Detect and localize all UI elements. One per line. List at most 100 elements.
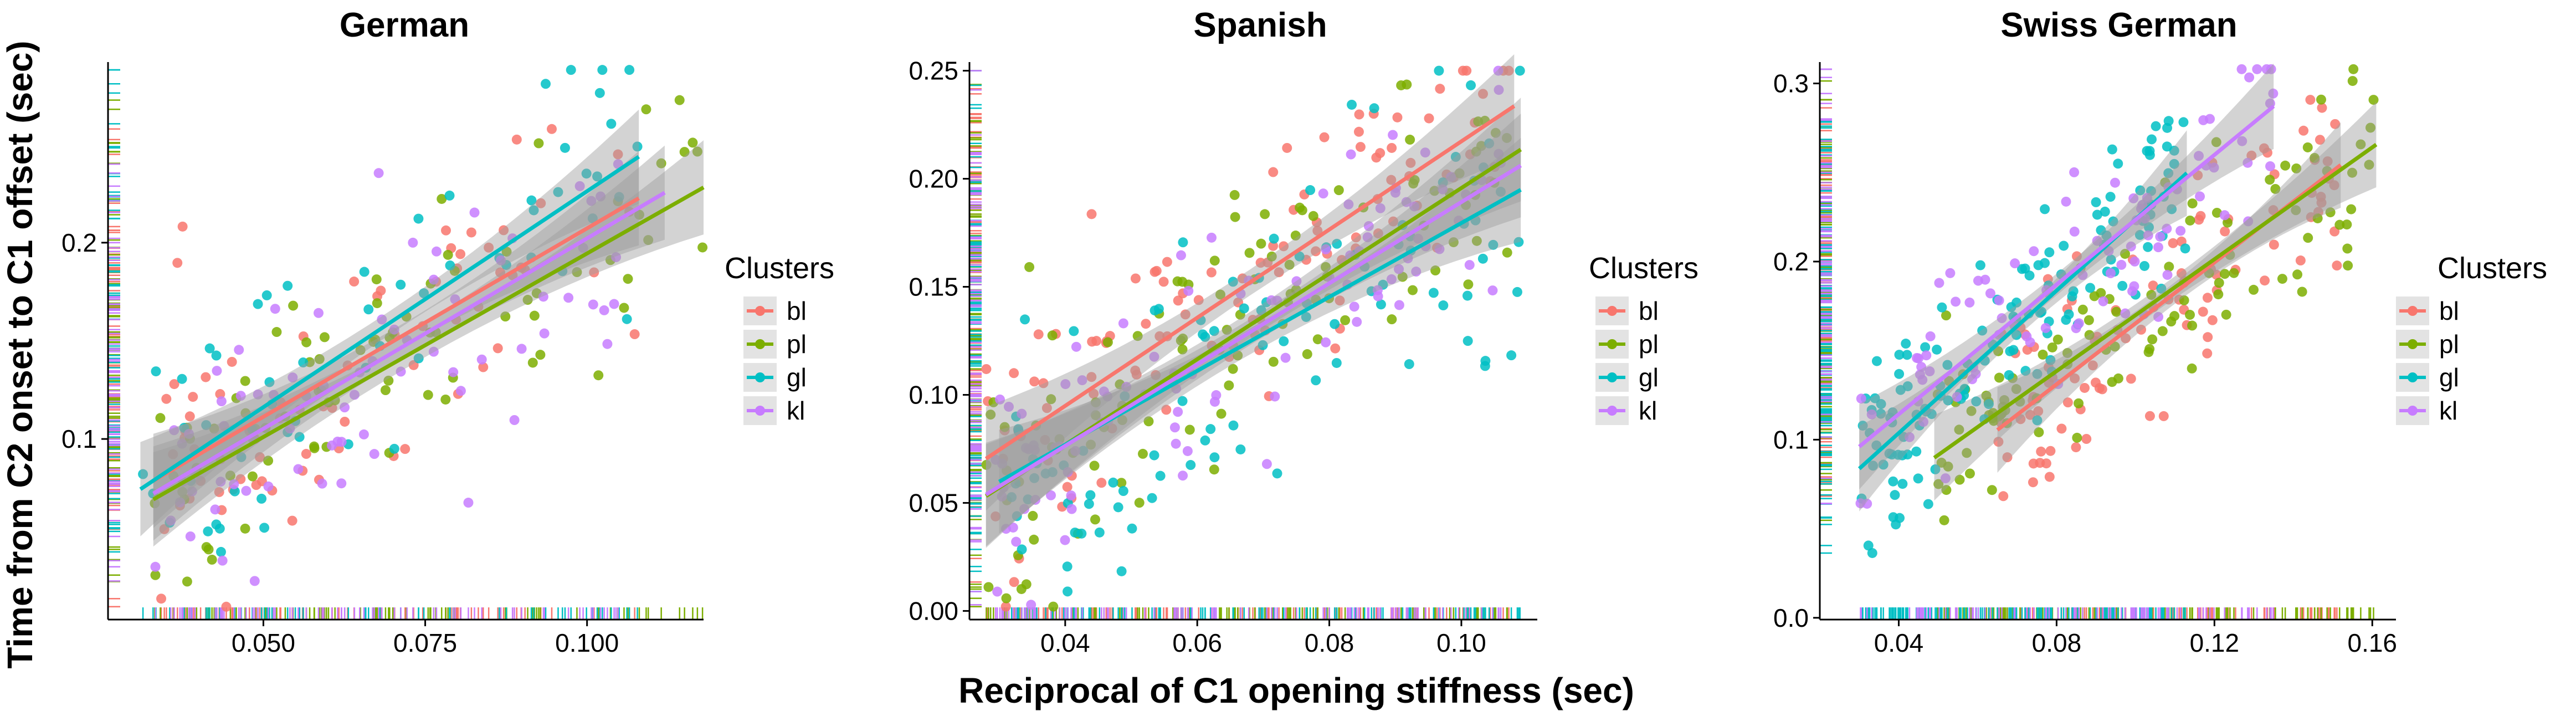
data-point-gl: [2061, 315, 2071, 325]
data-point-bl: [1086, 209, 1097, 219]
data-point-pl: [271, 327, 282, 337]
data-point-kl: [2071, 323, 2081, 334]
data-point-pl: [1229, 190, 1240, 200]
data-point-gl: [1085, 490, 1096, 500]
data-point-kl: [611, 252, 622, 263]
data-point-gl: [1177, 396, 1188, 406]
data-point-pl: [2169, 311, 2180, 321]
data-point-pl: [2342, 243, 2353, 254]
regression-fits: [1857, 63, 2378, 512]
legend-key-pl: [743, 330, 777, 359]
data-point-kl: [2162, 270, 2173, 280]
data-point-pl: [2062, 347, 2072, 358]
data-point-kl: [574, 181, 585, 191]
data-point-bl: [177, 221, 188, 232]
data-point-kl: [2061, 196, 2071, 207]
y-tick-label: 0.3: [1773, 69, 1809, 98]
data-point-gl: [203, 526, 213, 536]
data-point-gl: [2113, 158, 2123, 169]
legend-label-gl: gl: [2439, 363, 2459, 392]
data-point-gl: [1063, 586, 1073, 597]
data-point-bl: [2295, 255, 2306, 266]
data-point-pl: [1090, 514, 1100, 525]
data-point-kl: [516, 344, 527, 354]
data-point-kl: [217, 555, 228, 566]
data-point-kl: [469, 207, 480, 218]
data-point-gl: [2117, 280, 2128, 291]
data-point-bl: [1158, 277, 1169, 287]
data-point-gl: [2004, 370, 2014, 380]
data-point-bl: [1354, 109, 1364, 120]
data-point-gl: [2134, 229, 2145, 240]
legend-label-gl: gl: [787, 363, 807, 392]
data-point-pl: [2052, 334, 2063, 345]
data-point-kl: [538, 291, 548, 302]
data-point-pl: [1408, 178, 1419, 189]
data-point-gl: [1484, 138, 1495, 149]
data-point-kl: [1994, 295, 2004, 306]
data-point-kl: [1063, 467, 1073, 477]
data-point-kl: [2237, 136, 2247, 146]
data-point-gl: [1884, 448, 1895, 459]
data-point-pl: [150, 570, 161, 580]
data-point-pl: [1954, 474, 1965, 485]
data-point-kl: [2155, 232, 2166, 242]
data-point-kl: [1945, 268, 1956, 278]
data-point-bl: [2002, 452, 2013, 463]
data-point-kl: [2077, 270, 2088, 280]
data-point-bl: [1000, 601, 1011, 612]
data-point-pl: [1215, 289, 1225, 300]
data-point-pl: [2325, 207, 2336, 218]
data-point-pl: [2312, 213, 2323, 223]
data-point-kl: [408, 237, 418, 248]
data-point-kl: [1352, 316, 1362, 327]
data-point-kl: [2162, 223, 2172, 234]
data-point-bl: [255, 452, 265, 462]
data-point-bl: [478, 362, 489, 372]
data-point-bl: [1130, 273, 1141, 284]
legend-title: Clusters: [1589, 252, 1698, 285]
data-point-kl: [995, 394, 1005, 405]
data-point-kl: [169, 425, 179, 436]
y-tick-label: 0.00: [909, 596, 958, 625]
data-point-kl: [177, 438, 187, 449]
data-point-kl: [263, 481, 274, 492]
data-point-kl: [241, 485, 252, 496]
data-point-gl: [1871, 356, 1882, 366]
data-point-pl: [301, 337, 312, 347]
x-tick-label: 0.16: [2347, 628, 2397, 657]
data-point-gl: [2040, 204, 2050, 214]
data-point-bl: [1130, 365, 1141, 376]
data-point-bl: [2315, 135, 2325, 145]
data-point-bl: [188, 392, 198, 402]
data-point-bl: [1319, 132, 1330, 142]
data-point-kl: [1434, 244, 1445, 254]
data-point-kl: [175, 497, 185, 508]
panel-title-swiss-german: Swiss German: [2000, 6, 2237, 44]
data-point-bl: [1353, 126, 1364, 137]
data-point-gl: [215, 546, 226, 557]
data-point-bl: [2260, 275, 2270, 286]
data-point-kl: [1973, 275, 1983, 286]
data-point-bl: [455, 249, 466, 259]
data-point-kl: [1866, 409, 1877, 420]
data-point-pl: [1137, 448, 1148, 459]
data-point-gl: [253, 299, 263, 309]
data-point-pl: [674, 95, 685, 105]
data-point-kl: [340, 402, 350, 413]
data-point-gl: [1010, 478, 1021, 489]
data-point-bl: [2194, 214, 2204, 225]
data-point-gl: [1331, 357, 1342, 368]
data-point-pl: [2185, 215, 2195, 226]
data-point-bl: [227, 356, 237, 367]
data-point-bl: [2330, 119, 2341, 129]
data-point-kl: [369, 449, 379, 459]
x-tick-label: 0.050: [232, 628, 295, 657]
data-point-gl: [2008, 345, 2019, 355]
data-point-pl: [643, 235, 654, 246]
legend-german: Clusters bl pl gl kl: [725, 252, 834, 425]
data-point-pl: [1397, 272, 1408, 282]
data-point-gl: [1076, 528, 1087, 539]
data-point-gl: [283, 280, 293, 291]
data-point-kl: [1261, 459, 1272, 469]
